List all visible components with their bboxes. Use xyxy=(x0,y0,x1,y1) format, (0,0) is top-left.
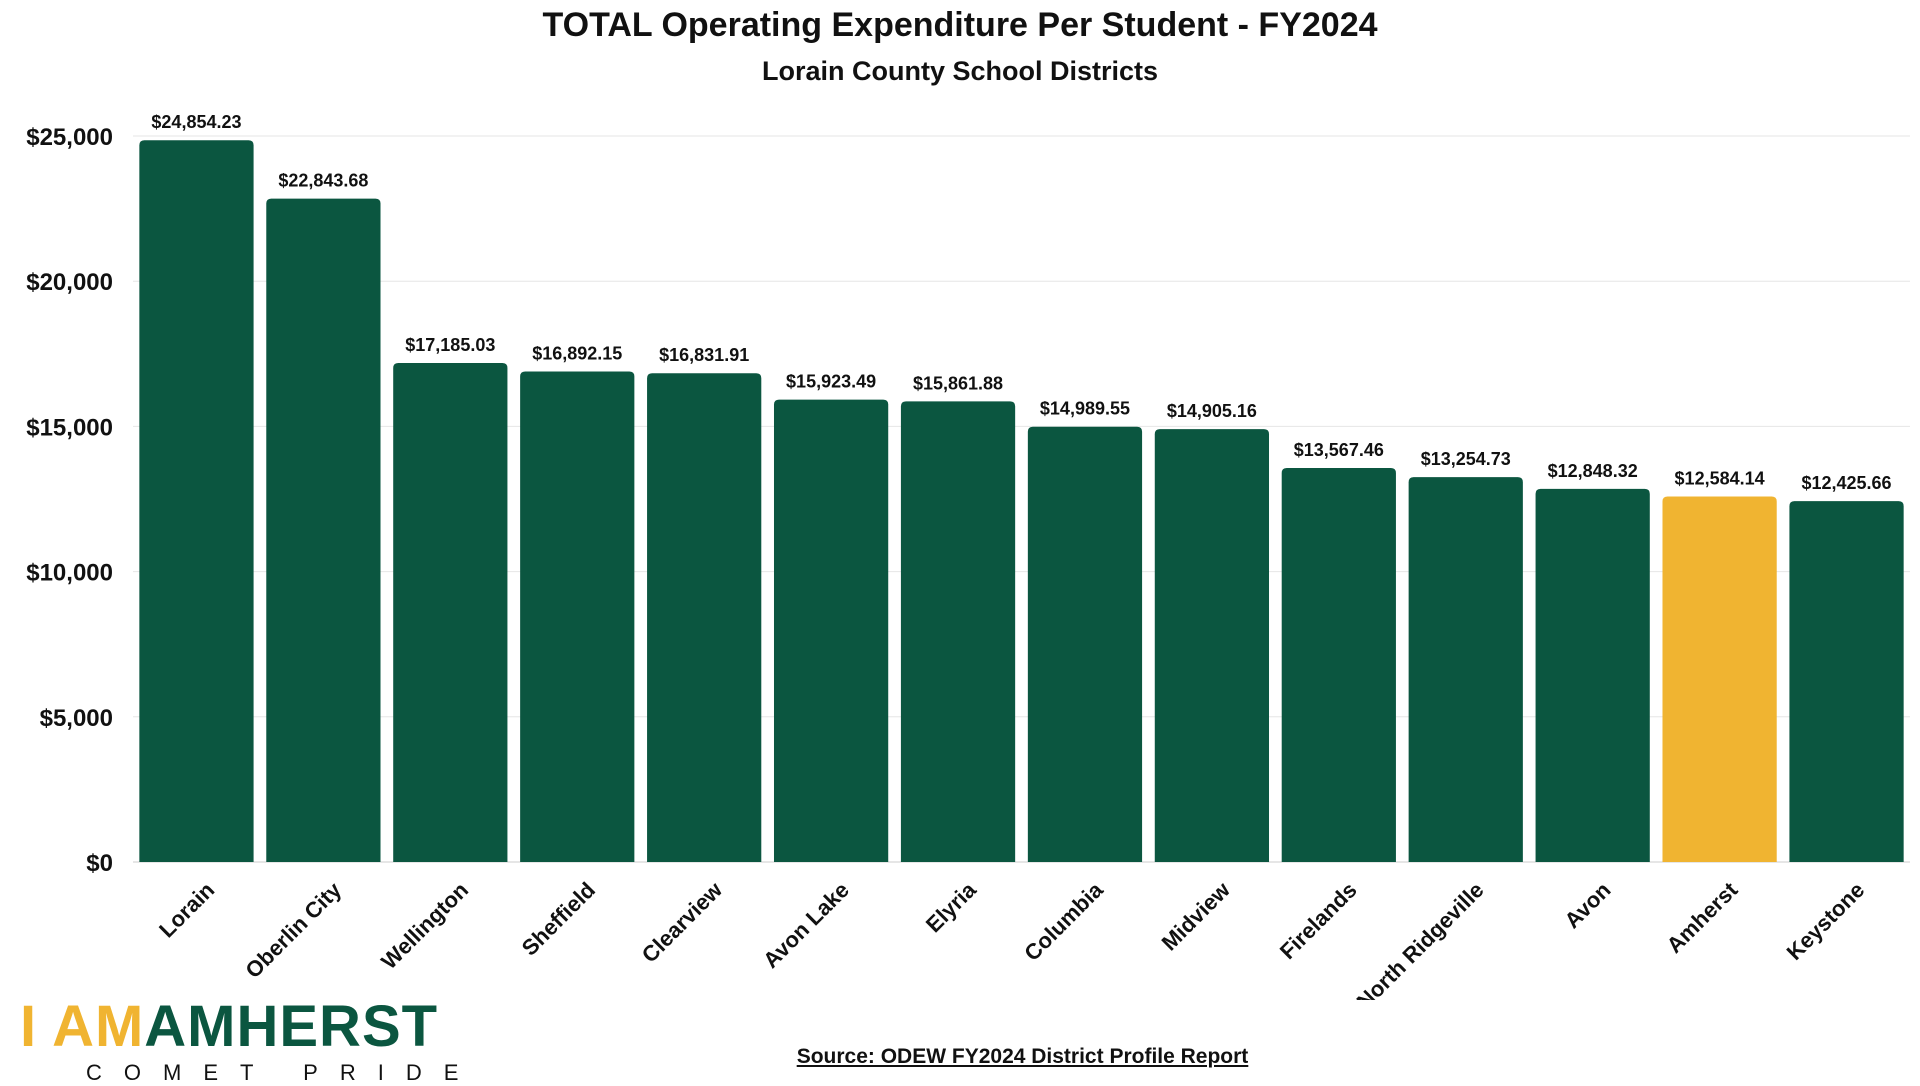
chart-title: TOTAL Operating Expenditure Per Student … xyxy=(542,6,1378,44)
bar-chart: $0 $5,000 $10,000 $15,000 $20,000 $25,000 $24,… xyxy=(26,112,1910,1000)
data-label: $15,861.88 xyxy=(913,373,1003,393)
x-tick-label: Avon xyxy=(1560,877,1616,933)
x-tick-label: Clearview xyxy=(637,877,728,968)
data-label: $12,584.14 xyxy=(1675,469,1765,489)
x-tick-label: Amherst xyxy=(1662,877,1743,958)
y-tick-label: $20,000 xyxy=(26,269,113,296)
bar xyxy=(520,371,635,862)
bar xyxy=(1154,429,1270,862)
logo-text-amherst: AMHERST xyxy=(144,994,439,1059)
data-label: $14,989.55 xyxy=(1040,399,1130,419)
source-note: Source: ODEW FY2024 District Profile Rep… xyxy=(796,1045,1249,1068)
data-label: $13,567.46 xyxy=(1294,440,1384,460)
x-tick-label: North Ridgeville xyxy=(1352,877,1489,1000)
x-tick-label: Elyria xyxy=(921,877,982,938)
bar xyxy=(1789,501,1904,862)
data-label: $16,892.15 xyxy=(532,343,622,363)
logo-text-i-am: I AM xyxy=(20,994,145,1059)
chart-subtitle: Lorain County School Districts xyxy=(761,56,1159,86)
x-tick-label: Oberlin City xyxy=(240,877,346,983)
bar xyxy=(1535,488,1650,862)
bar xyxy=(1027,426,1143,862)
bar xyxy=(1408,477,1523,862)
y-tick-label: $10,000 xyxy=(26,560,113,587)
bar xyxy=(393,362,508,862)
x-tick-label: Keystone xyxy=(1782,877,1870,965)
i-am-amherst-logo: I AMAMHERST COMET PRIDE xyxy=(20,998,480,1086)
y-tick-label: $5,000 xyxy=(40,705,113,732)
bar xyxy=(266,198,381,863)
data-label: $12,848.32 xyxy=(1548,461,1638,481)
data-label: $16,831.91 xyxy=(659,345,749,365)
data-label: $14,905.16 xyxy=(1167,401,1257,421)
bar xyxy=(900,401,1016,862)
data-label: $15,923.49 xyxy=(786,372,876,392)
data-label: $22,843.68 xyxy=(278,171,368,191)
x-tick-label: Sheffield xyxy=(517,877,600,960)
x-tick-label: Firelands xyxy=(1275,877,1362,964)
x-tick-label: Midview xyxy=(1157,877,1236,956)
y-tick-label: $15,000 xyxy=(26,414,113,441)
y-tick-label: $0 xyxy=(86,850,113,877)
y-tick-label: $25,000 xyxy=(26,124,113,151)
data-label: $13,254.73 xyxy=(1421,449,1511,469)
bar xyxy=(647,373,762,862)
data-label: $17,185.03 xyxy=(405,335,495,355)
x-tick-label: Lorain xyxy=(154,877,219,942)
x-tick-label: Wellington xyxy=(376,877,473,974)
bar xyxy=(1281,468,1396,862)
bar xyxy=(139,140,254,862)
bar xyxy=(1662,496,1777,862)
data-label: $24,854.23 xyxy=(151,112,241,132)
x-tick-label: Avon Lake xyxy=(758,877,854,973)
x-tick-label: Columbia xyxy=(1019,877,1108,966)
bar xyxy=(773,399,889,862)
data-label: $12,425.66 xyxy=(1801,473,1891,493)
